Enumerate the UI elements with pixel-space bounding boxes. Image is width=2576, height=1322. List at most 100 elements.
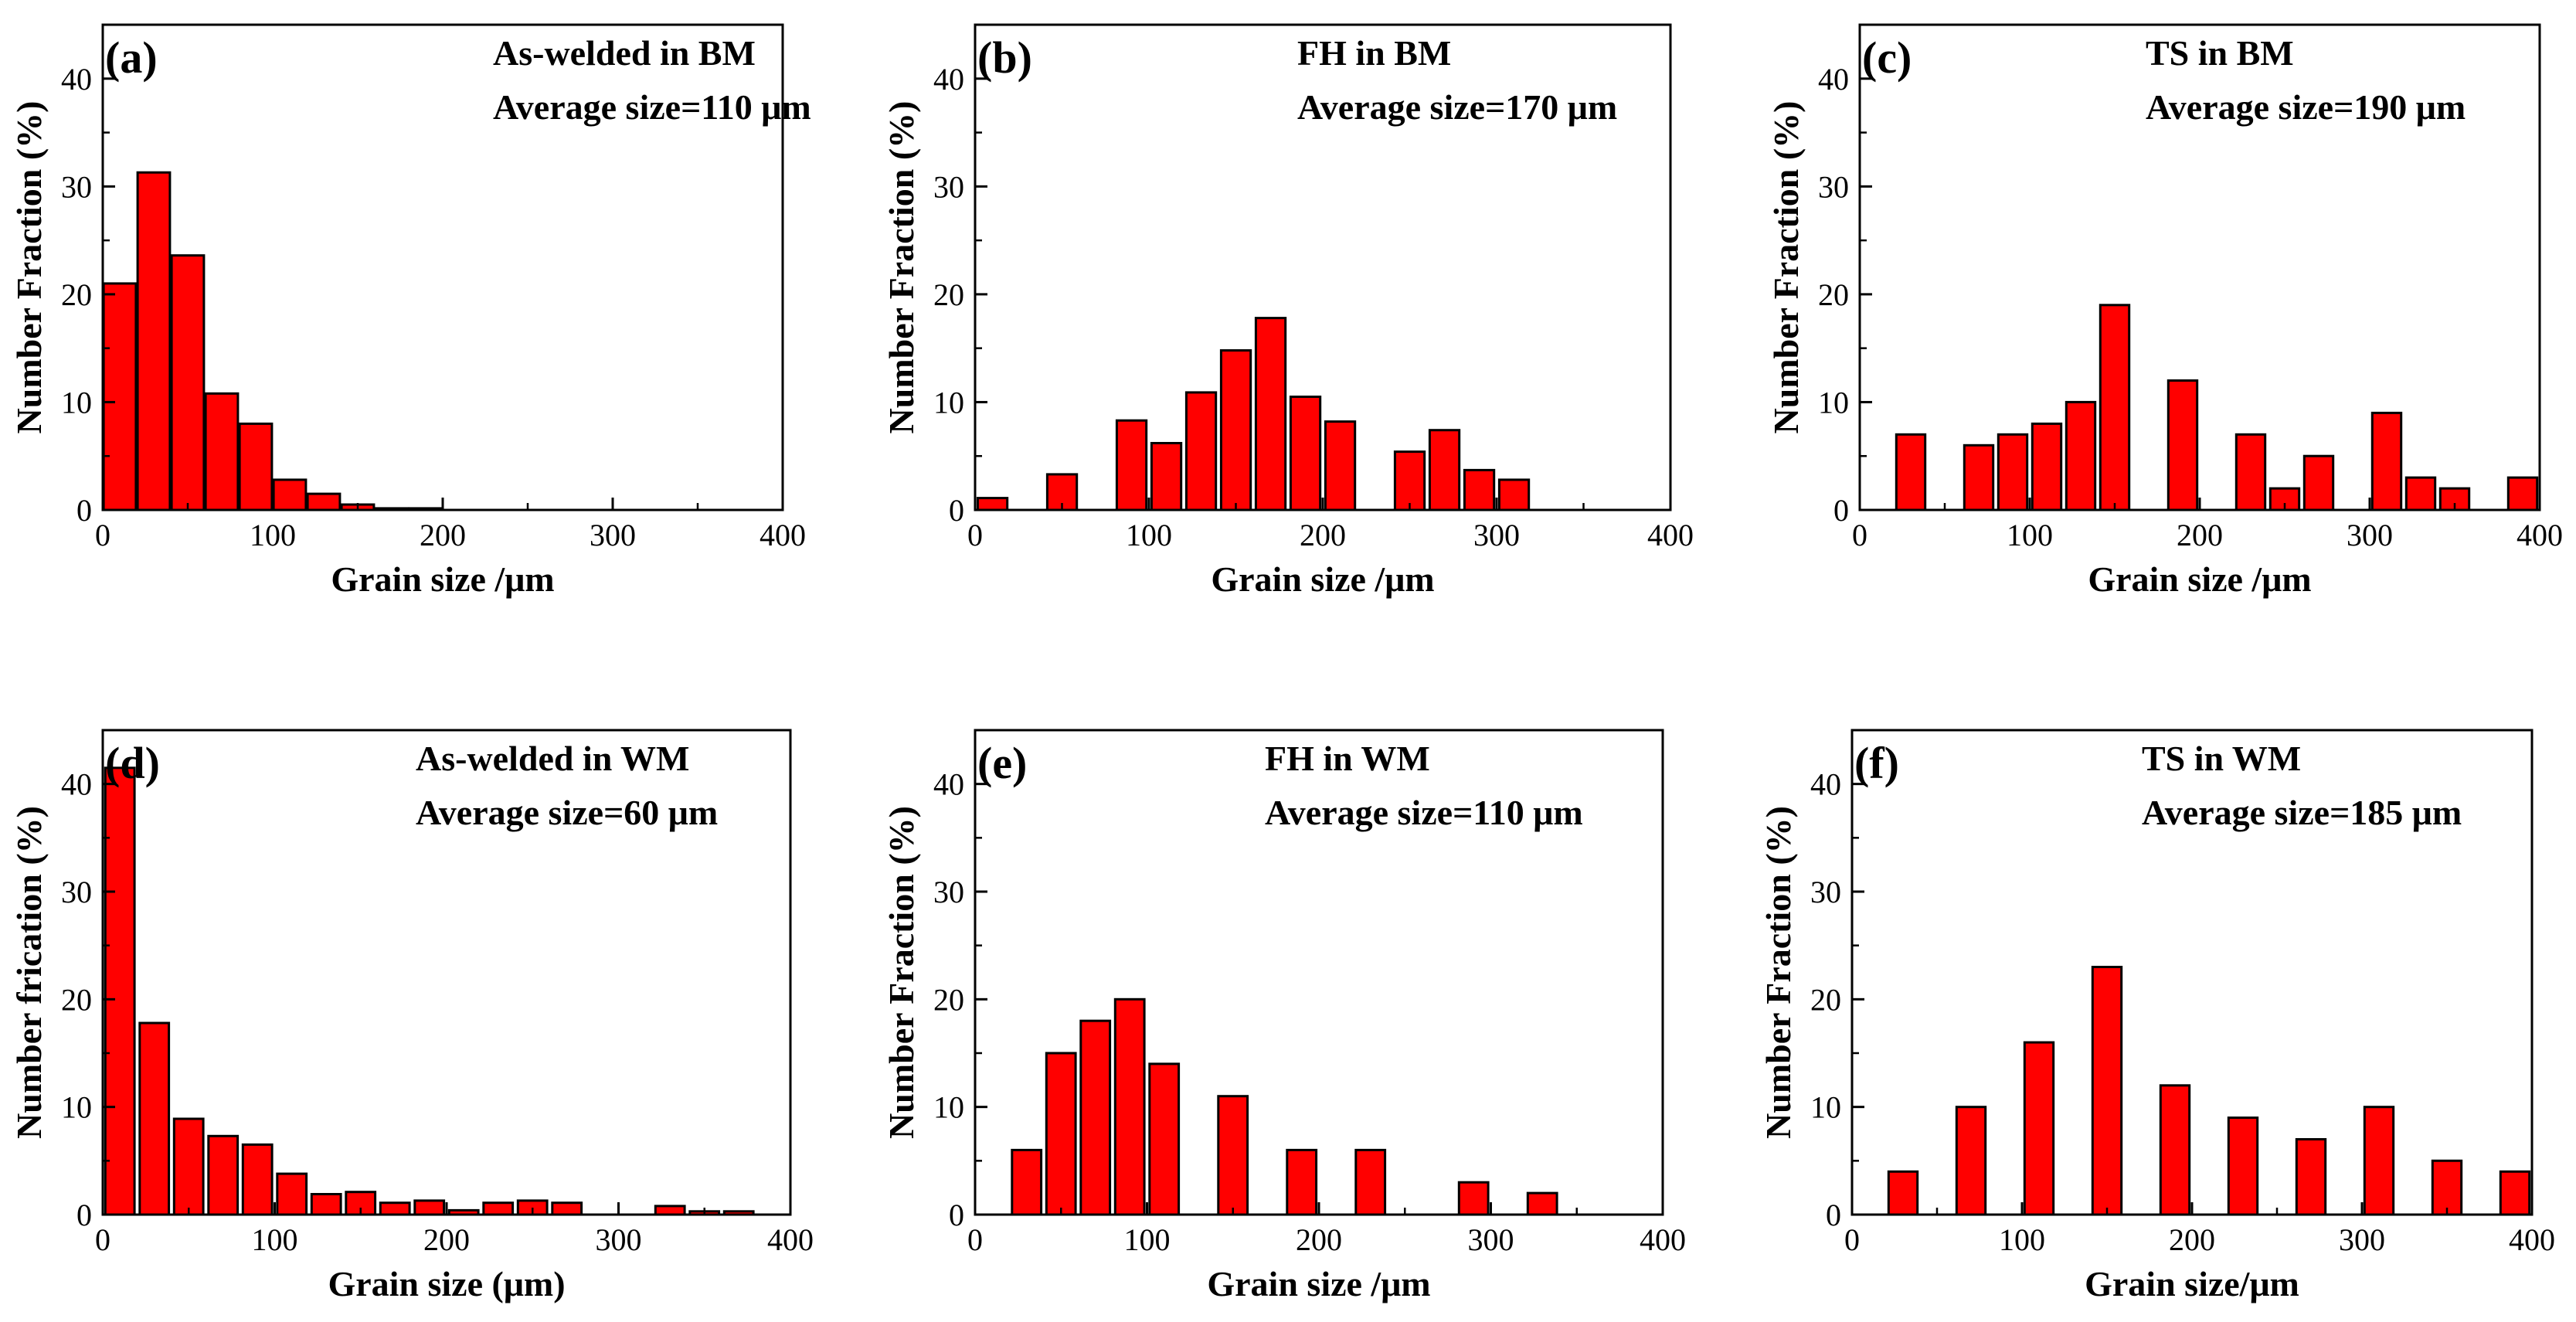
x-tick-label: 0 [1852, 518, 1867, 552]
panel-label: (b) [977, 32, 1032, 83]
bar-c-150 [2099, 304, 2131, 511]
bar-d-190 [413, 1199, 446, 1216]
y-tick-label: 40 [1818, 62, 1849, 97]
x-tick-label: 0 [967, 1222, 983, 1257]
bar-f-270 [2295, 1138, 2327, 1216]
bar-c-390 [2506, 476, 2539, 511]
x-axis-title: Grain size /μm [331, 559, 554, 599]
y-axis-title: Number Fraction (%) [1766, 101, 1806, 434]
x-tick-label: 400 [2517, 518, 2563, 552]
x-tick-label: 400 [760, 518, 806, 552]
y-tick-label: 10 [61, 385, 92, 420]
panel-label: (a) [105, 32, 158, 83]
bar-a-90 [238, 422, 274, 511]
bar-c-230 [2234, 433, 2267, 511]
bar-e-70 [1079, 1019, 1112, 1216]
y-tick-label: 40 [1810, 767, 1841, 802]
y-tick-label: 10 [1818, 385, 1849, 420]
bar-d-330 [654, 1205, 686, 1216]
bar-e-330 [1526, 1191, 1558, 1216]
y-tick-label: 30 [61, 875, 92, 909]
bar-f-70 [1955, 1106, 1987, 1216]
bar-b-130 [1184, 391, 1218, 511]
bar-e-190 [1286, 1148, 1318, 1216]
y-tick-label: 20 [933, 277, 964, 312]
bar-f-310 [2363, 1106, 2395, 1216]
bar-d-230 [482, 1201, 515, 1216]
panel-label: (c) [1862, 32, 1912, 83]
bar-b-250 [1393, 450, 1426, 511]
panel-d: 0 100 200 300 400 0 10 20 30 40 Grain size (μm) Num… [9, 729, 814, 1303]
x-tick-label: 400 [1640, 1222, 1686, 1257]
panel-b: 0 100 200 300 400 0 10 20 30 40 Grain size /μm Numb… [882, 23, 1694, 599]
bar-c-310 [2370, 411, 2403, 511]
panel-label: (e) [977, 738, 1027, 788]
panel-a: 0 100 200 300 400 0 10 20 30 40 Grain size /μm Numb… [9, 23, 811, 599]
y-tick-label: 10 [1810, 1090, 1841, 1125]
panel-f: 0 100 200 300 400 0 10 20 30 40 Grain size/μm Numbe… [1759, 729, 2555, 1303]
y-tick-label: 0 [76, 1198, 92, 1232]
x-tick-label: 200 [2169, 1222, 2215, 1257]
x-axis-title: Grain size (μm) [328, 1264, 565, 1303]
bar-d-10 [104, 766, 136, 1216]
x-tick-label: 100 [252, 1222, 298, 1257]
bar-c-90 [1997, 433, 2029, 511]
bar-b-270 [1428, 429, 1461, 511]
bar-f-350 [2431, 1159, 2463, 1216]
x-tick-label: 0 [967, 518, 983, 552]
bar-d-170 [379, 1201, 411, 1216]
x-axis-title: Grain size/μm [2085, 1264, 2299, 1303]
condition-label: FH in BM [1297, 33, 1451, 73]
bar-a-30 [136, 171, 172, 511]
y-tick-label: 30 [1818, 169, 1849, 204]
bar-b-170 [1254, 317, 1287, 511]
y-tick-label: 40 [933, 62, 964, 97]
y-tick-label: 0 [76, 493, 92, 528]
x-tick-label: 200 [2177, 518, 2223, 552]
x-tick-label: 300 [1473, 518, 1520, 552]
y-axis-title: Number Fraction (%) [882, 806, 921, 1139]
x-tick-label: 100 [2007, 518, 2053, 552]
panel-label: (d) [105, 738, 160, 788]
average-size-label: Average size=60 μm [416, 793, 718, 832]
x-tick-label: 400 [767, 1222, 814, 1257]
average-size-label: Average size=110 μm [1265, 793, 1583, 832]
y-tick-label: 40 [933, 767, 964, 802]
bar-b-150 [1219, 349, 1252, 511]
bar-a-130 [306, 492, 342, 511]
average-size-label: Average size=190 μm [2146, 87, 2466, 127]
bar-f-150 [2091, 966, 2123, 1216]
x-tick-label: 300 [2339, 1222, 2385, 1257]
x-tick-label: 200 [1296, 1222, 1342, 1257]
x-tick-label: 200 [1300, 518, 1346, 552]
y-axis-title: Number frication (%) [9, 806, 49, 1139]
y-tick-label: 0 [1826, 1198, 1841, 1232]
y-tick-label: 30 [61, 169, 92, 204]
bar-a-70 [204, 392, 240, 511]
bar-b-290 [1463, 468, 1496, 511]
x-tick-label: 300 [590, 518, 636, 552]
x-tick-label: 300 [2347, 518, 2393, 552]
y-tick-label: 40 [61, 62, 92, 97]
bar-c-270 [2302, 454, 2335, 511]
bar-e-110 [1148, 1062, 1181, 1216]
y-tick-label: 0 [949, 1198, 964, 1232]
y-tick-label: 40 [61, 767, 92, 802]
x-tick-label: 0 [95, 1222, 110, 1257]
average-size-label: Average size=110 μm [493, 87, 811, 127]
bar-d-270 [551, 1201, 583, 1216]
bar-b-90 [1115, 419, 1148, 511]
x-tick-label: 0 [95, 518, 110, 552]
bar-d-30 [138, 1021, 171, 1216]
x-tick-label: 400 [1647, 518, 1694, 552]
x-axis-title: Grain size /μm [1207, 1264, 1430, 1303]
x-tick-label: 200 [423, 1222, 470, 1257]
bar-b-10 [976, 497, 1009, 511]
x-tick-label: 0 [1844, 1222, 1860, 1257]
condition-label: TS in WM [2142, 739, 2301, 778]
x-tick-label: 300 [1468, 1222, 1514, 1257]
y-tick-label: 30 [1810, 875, 1841, 909]
bar-f-230 [2227, 1116, 2259, 1216]
bar-e-30 [1011, 1148, 1043, 1216]
bar-b-110 [1150, 442, 1183, 511]
